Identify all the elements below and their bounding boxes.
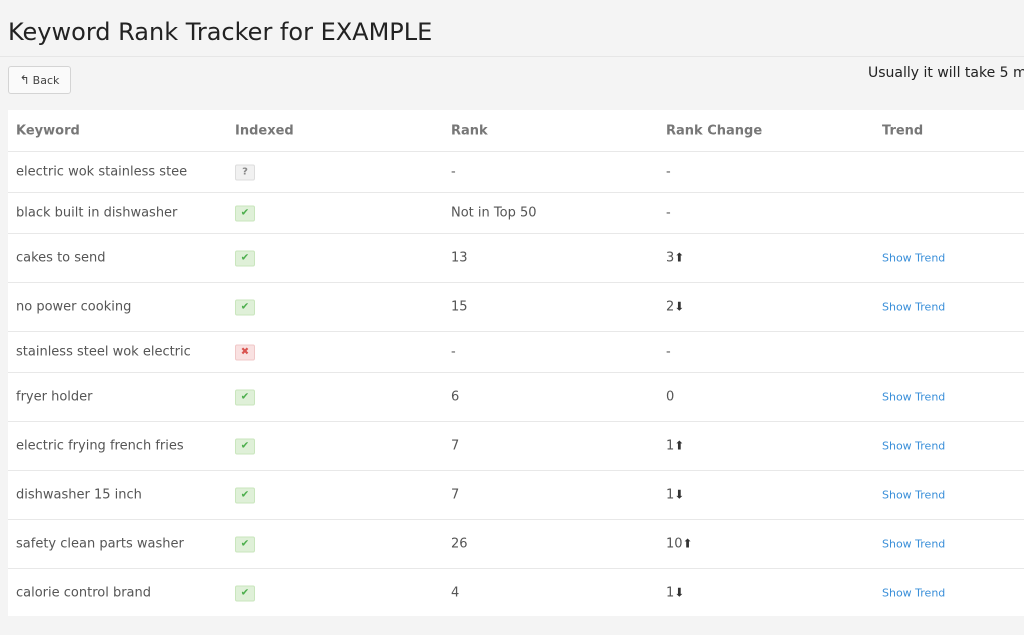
keyword: dishwasher 15 inch: [16, 487, 142, 503]
show-trend-link[interactable]: Show Trend: [882, 251, 946, 265]
back-icon: ↰: [19, 73, 30, 87]
rank-change-cell: -: [666, 345, 671, 360]
indexed-cell: ✔: [235, 487, 255, 504]
rank-table: Keyword Indexed Rank Rank Change Trend electr…: [8, 110, 1024, 616]
indexed-icon: ✔: [235, 389, 255, 406]
show-trend-link[interactable]: Show Trend: [882, 300, 946, 314]
rank: -: [451, 344, 456, 360]
table-row: electric frying french fries ✔ 7 1⬆ Show Tre…: [8, 422, 1024, 471]
change-arrow: ⬆: [682, 536, 693, 551]
rank-change: 3: [666, 250, 675, 266]
rank-change-cell: 1⬇: [666, 488, 684, 503]
indexed-cell: ✖: [235, 344, 255, 361]
keyword: safety clean parts washer: [16, 536, 184, 552]
rank: Not in Top 50: [451, 205, 537, 221]
rank-change: 2: [666, 299, 675, 315]
rank-change: -: [666, 344, 671, 360]
indexed-cell: ✔: [235, 585, 255, 602]
rank-change: 1: [666, 438, 675, 454]
indexed-icon: ✔: [235, 487, 255, 504]
rank: 4: [451, 585, 460, 601]
indexed-icon: ✔: [235, 250, 255, 267]
rank: 6: [451, 389, 460, 405]
show-trend-link[interactable]: Show Trend: [882, 488, 946, 502]
rank-change-cell: 10⬆: [666, 537, 693, 552]
back-button[interactable]: ↰ Back: [8, 66, 71, 94]
indexed-icon: ✖: [235, 344, 255, 361]
show-trend-link[interactable]: Show Trend: [882, 537, 946, 551]
rank-change: 1: [666, 487, 675, 503]
rank: 7: [451, 487, 460, 503]
rank-change-cell: 2⬇: [666, 300, 684, 315]
rank-change-cell: 3⬆: [666, 251, 684, 266]
rank: 15: [451, 299, 468, 315]
notice: Usually it will take 5 min: [868, 65, 1024, 81]
change-arrow: ⬇: [674, 487, 685, 502]
column-header: Rank Change: [666, 123, 763, 138]
rank-change: -: [666, 205, 671, 221]
indexed-icon: ✔: [235, 438, 255, 455]
keyword: no power cooking: [16, 299, 132, 315]
rank-change: -: [666, 164, 671, 180]
column-header: Rank: [451, 123, 488, 138]
indexed-cell: ✔: [235, 299, 255, 316]
rank-change: 10: [666, 536, 683, 552]
keyword: calorie control brand: [16, 585, 152, 601]
back-label: Back: [32, 73, 60, 87]
keyword: black built in dishwasher: [16, 205, 178, 221]
keyword: electric frying french fries: [16, 438, 184, 454]
show-trend-link[interactable]: Show Trend: [882, 439, 946, 453]
column-header: Indexed: [235, 123, 294, 138]
divider: [0, 56, 1024, 57]
show-trend-link[interactable]: Show Trend: [882, 390, 946, 404]
table-row: fryer holder ✔ 6 0 Show Trend: [8, 373, 1024, 422]
indexed-cell: ✔: [235, 536, 255, 553]
rank-change-cell: -: [666, 165, 671, 180]
table-row: electric wok stainless stee? - -: [8, 152, 1024, 193]
indexed-cell: ✔: [235, 438, 255, 455]
indexed-cell: ✔: [235, 205, 255, 222]
column-header: Trend: [882, 123, 924, 138]
rank-change-cell: 1⬆: [666, 439, 684, 454]
table-row: cakes to send ✔ 13 3⬆ Show Trend: [8, 234, 1024, 283]
keyword: fryer holder: [16, 389, 93, 405]
indexed-icon: ✔: [235, 585, 255, 602]
column-header: Keyword: [16, 123, 80, 138]
indexed-icon: ✔: [235, 299, 255, 316]
table-row: safety clean parts washer ✔ 26 10⬆ Show Tren…: [8, 520, 1024, 569]
table-row: calorie control brand ✔ 4 1⬇ Show Trend: [8, 569, 1024, 616]
header-row: Keyword Indexed Rank Rank Change Trend: [8, 110, 1024, 152]
indexed-cell: ?: [235, 164, 255, 181]
rank-change-cell: 1⬇: [666, 586, 684, 601]
indexed-icon: ✔: [235, 205, 255, 222]
rank-change: 0: [666, 389, 675, 405]
page-title: Keyword Rank Tracker for EXAMPLE: [8, 18, 433, 46]
table-row: black built in dishwasher ✔ Not in Top 50 -: [8, 193, 1024, 234]
change-arrow: ⬆: [674, 250, 685, 265]
rank-change: 1: [666, 585, 675, 601]
rank-change-cell: -: [666, 206, 671, 221]
table-row: no power cooking ✔ 15 2⬇ Show Trend: [8, 283, 1024, 332]
table-row: dishwasher 15 inch ✔ 7 1⬇ Show Trend: [8, 471, 1024, 520]
rank: 7: [451, 438, 460, 454]
indexed-icon: ?: [235, 164, 255, 181]
rank: 26: [451, 536, 468, 552]
show-trend-link[interactable]: Show Trend: [882, 586, 946, 600]
indexed-icon: ✔: [235, 536, 255, 553]
indexed-cell: ✔: [235, 389, 255, 406]
change-arrow: ⬇: [674, 299, 685, 314]
rank: -: [451, 164, 456, 180]
change-arrow: ⬇: [674, 585, 685, 600]
rank-change-cell: 0: [666, 390, 674, 405]
indexed-cell: ✔: [235, 250, 255, 267]
keyword: stainless steel wok electric: [16, 344, 191, 360]
keyword: cakes to send: [16, 250, 106, 266]
rank: 13: [451, 250, 468, 266]
keyword: electric wok stainless stee: [16, 164, 188, 180]
table-row: stainless steel wok electric ✖ - -: [8, 332, 1024, 373]
change-arrow: ⬆: [674, 438, 685, 453]
